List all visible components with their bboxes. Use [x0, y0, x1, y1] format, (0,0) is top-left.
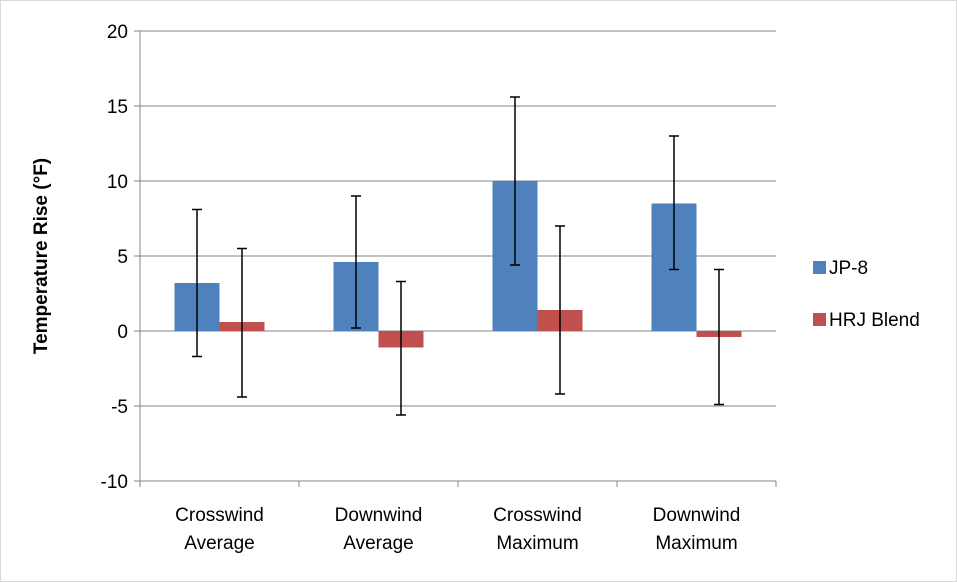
x-category-label: Crosswind [175, 505, 264, 526]
legend-label: JP-8 [829, 258, 868, 279]
y-tick-label: 15 [107, 97, 128, 118]
bars [174, 181, 742, 348]
x-category-label: Maximum [496, 533, 578, 554]
axes [134, 30, 777, 487]
y-tick-label: -5 [111, 397, 128, 418]
x-category-label: Downwind [653, 505, 741, 526]
x-category-label: Average [343, 533, 413, 554]
legend-swatch [813, 313, 826, 326]
y-tick-label: -10 [101, 472, 128, 493]
y-tick-label: 20 [107, 22, 128, 43]
axis-labels: -10 -5 0 5 10 15 20 Crosswind Average Downwind Ave… [101, 22, 741, 554]
legend-label: HRJ Blend [829, 310, 920, 331]
y-tick-label: 10 [107, 172, 128, 193]
x-category-label: Crosswind [493, 505, 582, 526]
y-axis-label: Temperature Rise (°F) [31, 158, 52, 354]
x-category-label: Average [184, 533, 254, 554]
legend-swatch [813, 261, 826, 274]
legend: JP-8 HRJ Blend [813, 258, 920, 331]
y-tick-label: 5 [117, 247, 128, 268]
y-tick-label: 0 [117, 322, 128, 343]
x-category-label: Downwind [335, 505, 423, 526]
x-category-label: Maximum [655, 533, 737, 554]
error-bars [192, 96, 724, 416]
